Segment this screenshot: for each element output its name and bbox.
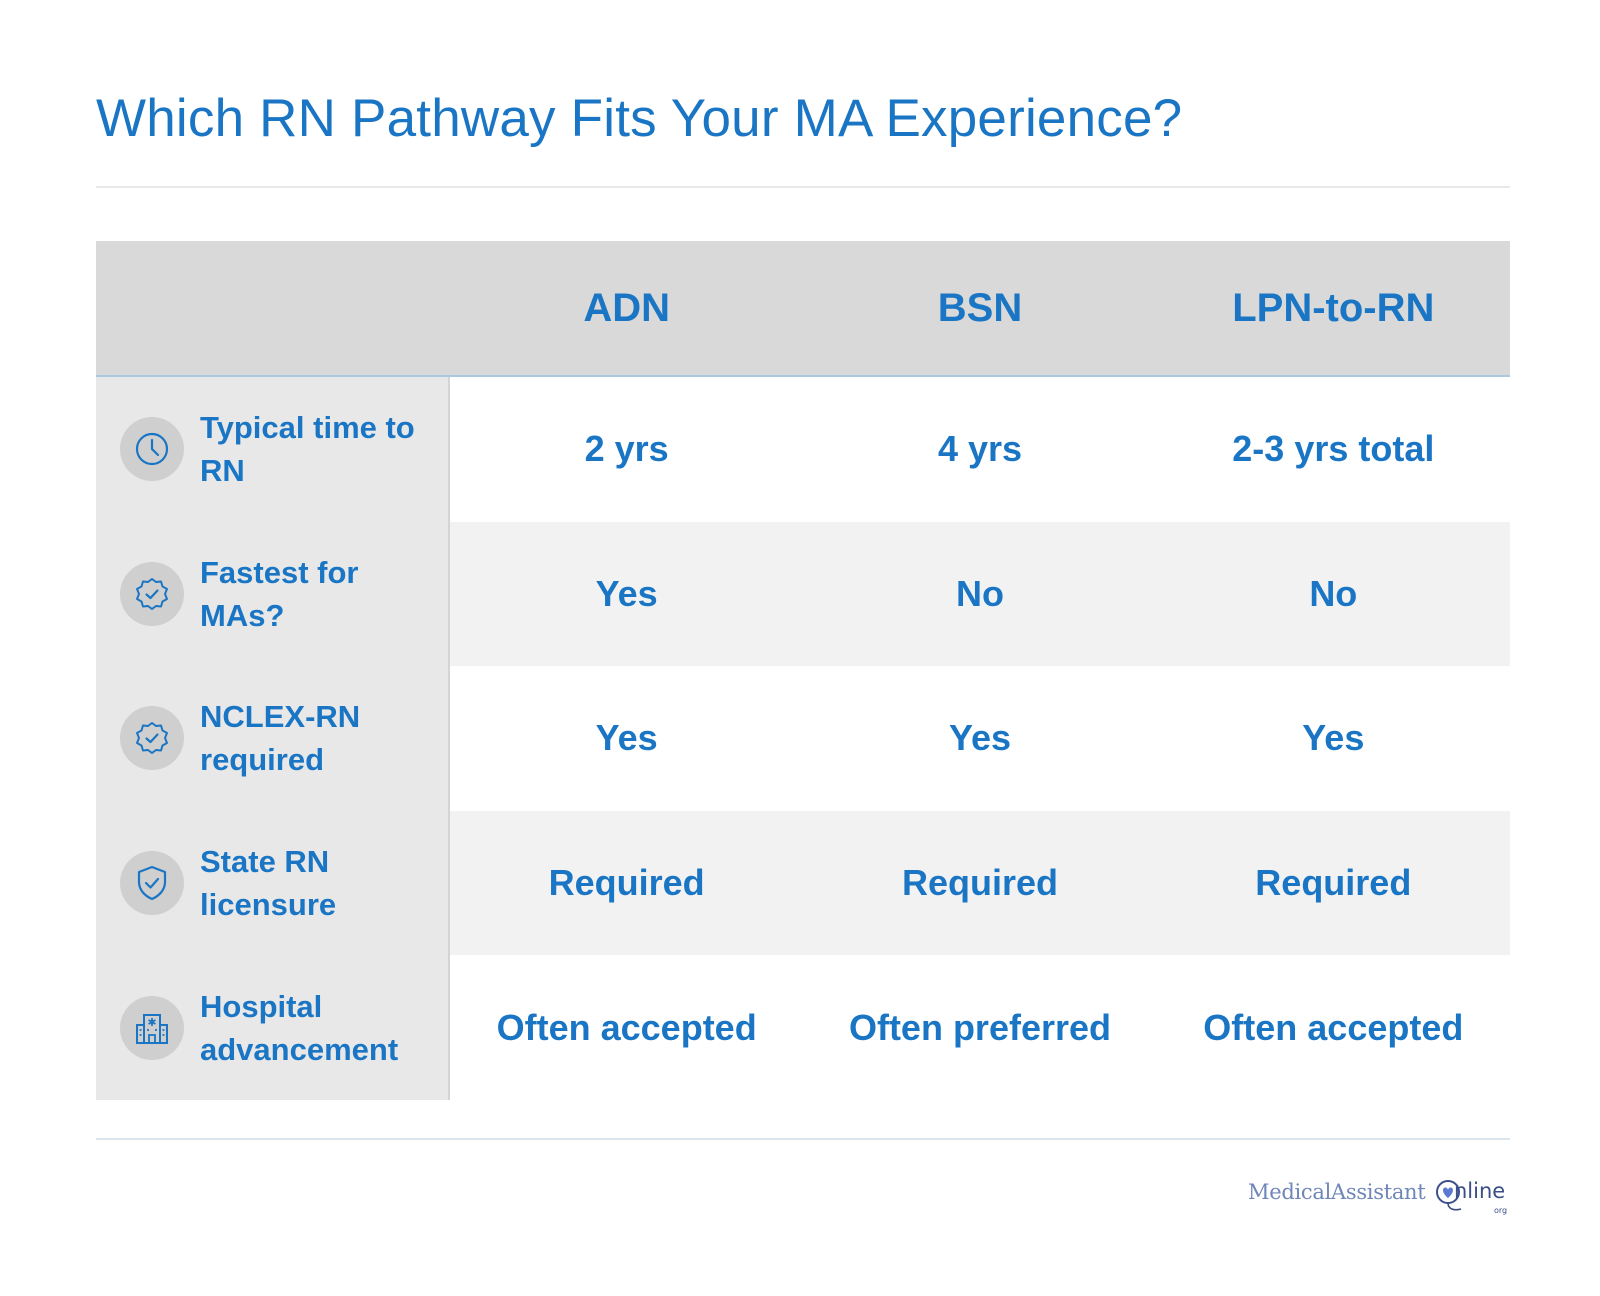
logo-tld-text: org	[1494, 1206, 1508, 1215]
table-cell: 2 yrs	[450, 377, 804, 522]
hospital-icon	[120, 995, 184, 1060]
badge-check-icon	[120, 706, 184, 771]
column-header-lpn-to-rn: LPN-to-RN	[1232, 285, 1435, 330]
row-label-text: State RN licensure	[200, 844, 337, 923]
row-label: Typical time to RN	[96, 377, 450, 522]
footer-divider	[96, 1138, 1510, 1140]
table-cell: No	[1156, 521, 1510, 667]
table-cell: Yes	[450, 521, 804, 667]
row-label-text: NCLEX-RN required	[200, 699, 361, 778]
table-cell: Yes	[803, 666, 1157, 811]
row-label-text: Typical time to RN	[200, 410, 415, 489]
table-cell: Often accepted	[450, 955, 804, 1100]
row-label-text: Hospital advancement	[200, 988, 399, 1067]
logo-brand-text: MedicalAssistant	[1248, 1180, 1426, 1204]
title-divider	[96, 186, 1510, 188]
table-row: NCLEX-RN required Yes Yes Yes	[96, 666, 1510, 811]
table-header-row: ADN BSN LPN-to-RN	[96, 241, 1510, 377]
table-cell: Yes	[1156, 666, 1510, 811]
table-cell: Yes	[450, 666, 804, 811]
table-cell: Required	[803, 810, 1157, 956]
table-cell: Often preferred	[803, 955, 1157, 1100]
table-cell: 2-3 yrs total	[1156, 377, 1510, 522]
table-row: State RN licensure Required Required Req…	[96, 810, 1510, 956]
comparison-table: ADN BSN LPN-to-RN Typical time to RN 2 y…	[96, 241, 1510, 1100]
table-cell: 4 yrs	[803, 377, 1157, 522]
row-label-text: Fastest for MAs?	[200, 554, 359, 633]
row-label: NCLEX-RN required	[96, 666, 450, 811]
column-header-bsn: BSN	[937, 285, 1023, 330]
site-logo: MedicalAssistant nline org	[1248, 1176, 1512, 1218]
shield-check-icon	[120, 851, 184, 916]
header-corner	[96, 241, 450, 375]
page-title: Which RN Pathway Fits Your MA Experience…	[96, 89, 1183, 148]
logo-online-text: nline	[1454, 1179, 1506, 1203]
row-label: State RN licensure	[96, 810, 450, 956]
badge-check-icon	[120, 561, 184, 626]
row-label: Hospital advancement	[96, 955, 450, 1100]
table-cell: Required	[450, 810, 804, 956]
row-label: Fastest for MAs?	[96, 521, 450, 667]
table-cell: Required	[1156, 810, 1510, 956]
column-header-adn: ADN	[583, 285, 670, 330]
table-row: Typical time to RN 2 yrs 4 yrs 2-3 yrs t…	[96, 377, 1510, 522]
table-row: Fastest for MAs? Yes No No	[96, 521, 1510, 667]
clock-icon	[120, 417, 184, 482]
table-cell: Often accepted	[1156, 955, 1510, 1100]
table-row: Hospital advancement Often accepted Ofte…	[96, 955, 1510, 1100]
stethoscope-heart-icon	[1436, 1180, 1462, 1211]
table-cell: No	[803, 521, 1157, 667]
